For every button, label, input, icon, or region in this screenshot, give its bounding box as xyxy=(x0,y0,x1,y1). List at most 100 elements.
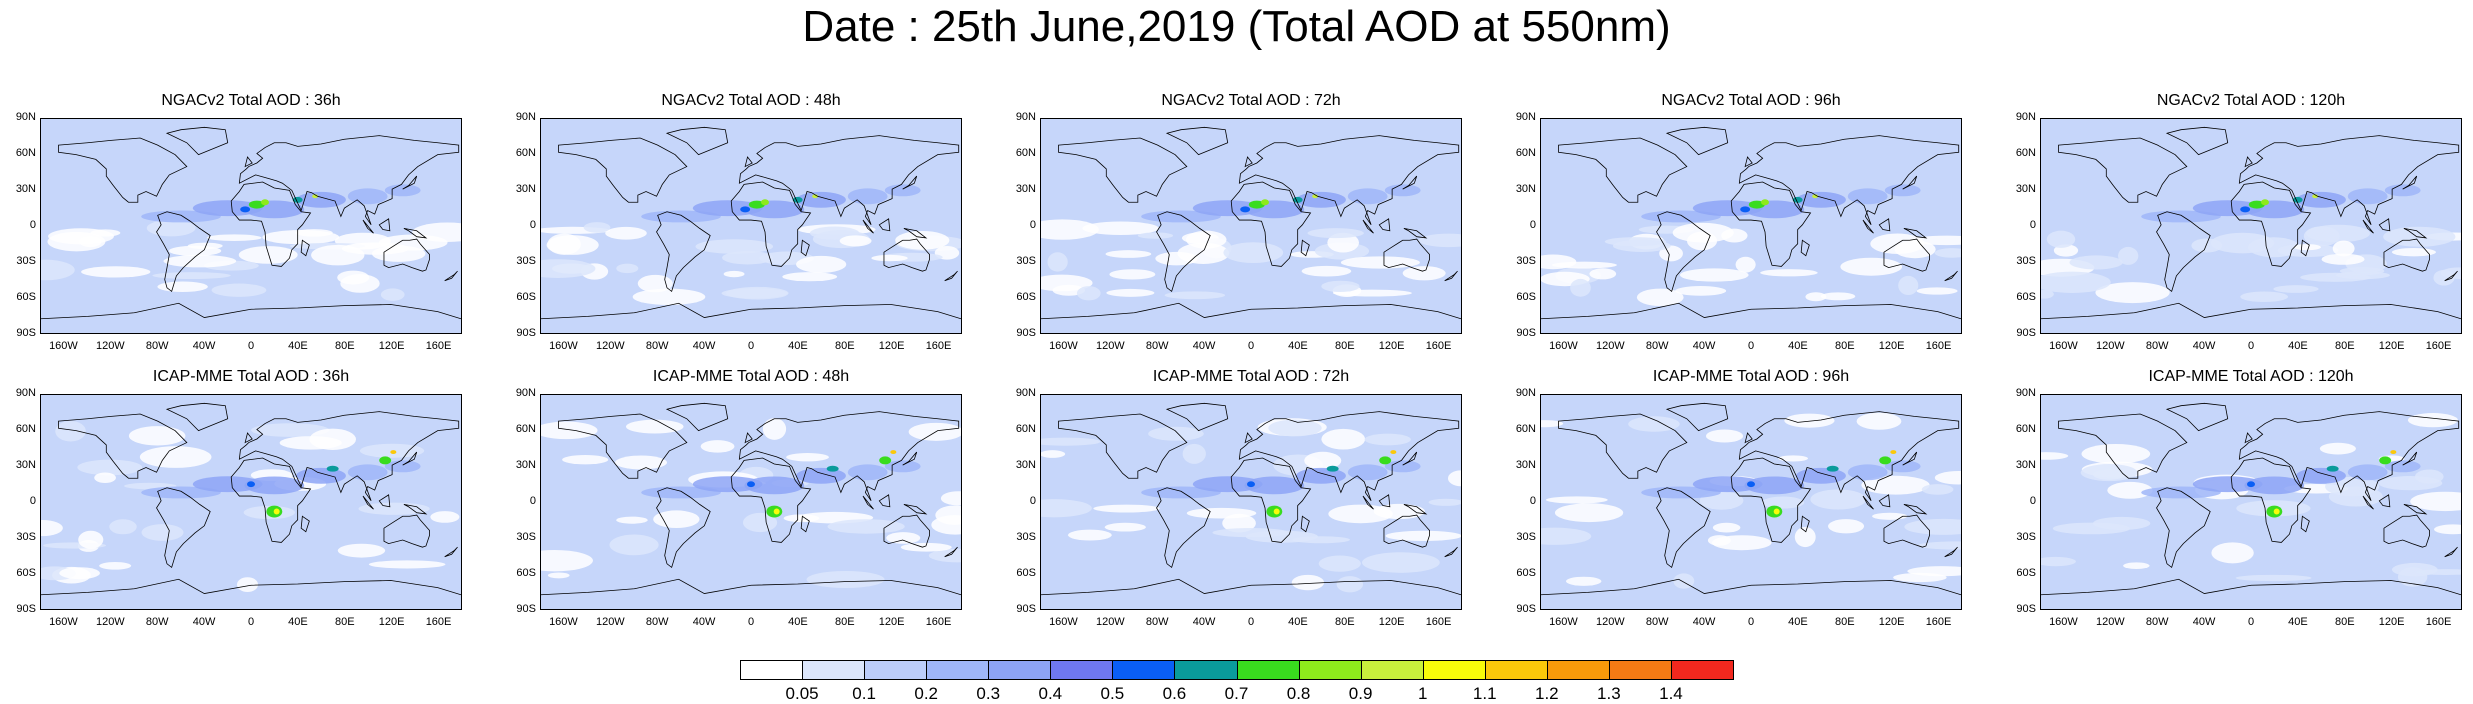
aod-low-patch xyxy=(1364,433,1411,446)
lon-tick-label: 80E xyxy=(2334,340,2355,352)
coastline xyxy=(1558,413,1688,479)
lon-tick-label: 160E xyxy=(2425,616,2452,628)
aod-low-patch xyxy=(238,246,298,264)
lat-tick-label: 30N xyxy=(515,459,536,471)
lon-tick-label: 0 xyxy=(1247,616,1255,628)
aod-hotspot xyxy=(1379,456,1392,465)
coastline xyxy=(878,218,891,232)
aod-hotspot xyxy=(1390,450,1397,455)
aod-background-field xyxy=(41,119,461,333)
lat-tick-label: 60N xyxy=(515,147,536,159)
aod-low-patch xyxy=(1041,219,1099,240)
aod-low-patch xyxy=(700,440,735,453)
aod-low-patch xyxy=(1148,426,1204,441)
lon-tick-label: 120E xyxy=(2378,616,2405,628)
lon-tick-label: 40E xyxy=(1288,340,1308,352)
coastline xyxy=(2058,137,2188,203)
coastline xyxy=(862,219,874,234)
panel-title: NGACv2 Total AOD : 120h xyxy=(2156,92,2346,109)
aod-moderate-region xyxy=(141,486,221,499)
aod-field-svg xyxy=(1541,119,1961,333)
aod-low-patch xyxy=(1894,240,1936,259)
aod-moderate-region xyxy=(384,460,421,473)
aod-low-patch xyxy=(541,259,596,279)
coastline xyxy=(2383,514,2430,548)
panel-title: ICAP-MME Total AOD : 36h xyxy=(152,368,350,385)
lon-tick-label: 40E xyxy=(788,616,808,628)
aod-low-patch xyxy=(1907,566,1961,577)
lon-tick-label: 120W xyxy=(1595,616,1625,628)
aod-hotspot xyxy=(1761,199,1769,206)
aod-hotspot xyxy=(240,206,251,213)
aod-moderate-region xyxy=(641,210,721,223)
aod-background-field xyxy=(1541,119,1961,333)
lon-tick-label: 80E xyxy=(334,616,355,628)
lat-tick-label: 60S xyxy=(2016,291,2036,303)
aod-low-patch xyxy=(1109,269,1156,280)
lon-tick-label: 160W xyxy=(549,340,578,352)
coastline xyxy=(1402,451,1418,466)
lon-tick-label: 120W xyxy=(1595,340,1625,352)
aod-moderate-region xyxy=(296,467,346,484)
aod-low-patch xyxy=(721,288,788,299)
lat-tick-label: 30N xyxy=(515,183,536,195)
aod-low-patch xyxy=(1810,489,1867,510)
aod-low-patch xyxy=(940,491,961,506)
coastline xyxy=(1862,495,1874,510)
aod-moderate-region xyxy=(192,476,263,493)
coastline xyxy=(1883,514,1930,548)
colorbar-swatch xyxy=(1298,660,1362,680)
lon-tick-label: 40W xyxy=(1192,340,1216,352)
lat-tick-label: 0 xyxy=(2029,495,2036,507)
aod-low-patch xyxy=(1917,541,1961,550)
lat-tick-label: 30S xyxy=(2016,255,2036,267)
aod-low-patch xyxy=(1541,254,1577,270)
aod-moderate-region xyxy=(1796,191,1846,208)
aod-low-patch xyxy=(722,250,774,265)
aod-low-patch xyxy=(81,266,151,278)
aod-low-patch xyxy=(1679,268,1749,282)
lon-tick-label: 0 xyxy=(2247,340,2255,352)
aod-low-patch xyxy=(562,455,609,465)
aod-map xyxy=(2040,118,2462,334)
lat-tick-label: 60N xyxy=(1515,423,1536,435)
coastline xyxy=(2156,487,2211,569)
aod-hotspot xyxy=(326,465,339,472)
lon-tick-label: 0 xyxy=(1747,616,1755,628)
coastline xyxy=(665,402,729,432)
lon-tick-label: 80E xyxy=(2334,616,2355,628)
aod-moderate-region xyxy=(2384,184,2421,197)
aod-hotspot xyxy=(1812,194,1819,199)
coastline xyxy=(883,514,930,548)
coastline xyxy=(2402,175,2418,190)
lat-tick-label: 60N xyxy=(15,147,36,159)
coastline xyxy=(2378,494,2391,508)
antarctica-coastline xyxy=(2041,578,2461,596)
lat-tick-label: 60N xyxy=(1015,147,1036,159)
colorbar-tick-label: 0.8 xyxy=(1286,684,1311,703)
aod-low-patch xyxy=(2080,464,2138,482)
lon-tick-label: 120E xyxy=(878,616,905,628)
aod-moderate-region xyxy=(884,184,921,197)
coastline xyxy=(744,432,753,444)
aod-low-patch xyxy=(1301,265,1352,277)
lat-tick-label: 90N xyxy=(1015,387,1036,399)
lat-tick-label: 90S xyxy=(2016,327,2036,339)
aod-moderate-region xyxy=(244,476,305,495)
coastline xyxy=(2402,451,2418,466)
coastline xyxy=(2230,457,2312,543)
coastline xyxy=(1744,432,1753,444)
panel-title: ICAP-MME Total AOD : 72h xyxy=(1152,368,1350,385)
aod-low-patch xyxy=(1805,292,1827,302)
aod-low-patch xyxy=(2410,491,2461,512)
lat-tick-label: 90N xyxy=(1515,111,1536,123)
aod-low-patch xyxy=(2434,524,2461,535)
lon-tick-label: 80E xyxy=(834,340,855,352)
aod-map xyxy=(1540,118,1962,334)
aod-low-patch xyxy=(1760,269,1818,277)
aod-low-patch xyxy=(782,272,838,282)
colorbar-tick-label: 0.6 xyxy=(1162,684,1187,703)
colorbar-tick-label: 0.9 xyxy=(1348,684,1373,703)
coastline xyxy=(1665,402,1729,432)
lon-tick-label: 40W xyxy=(1692,616,1716,628)
